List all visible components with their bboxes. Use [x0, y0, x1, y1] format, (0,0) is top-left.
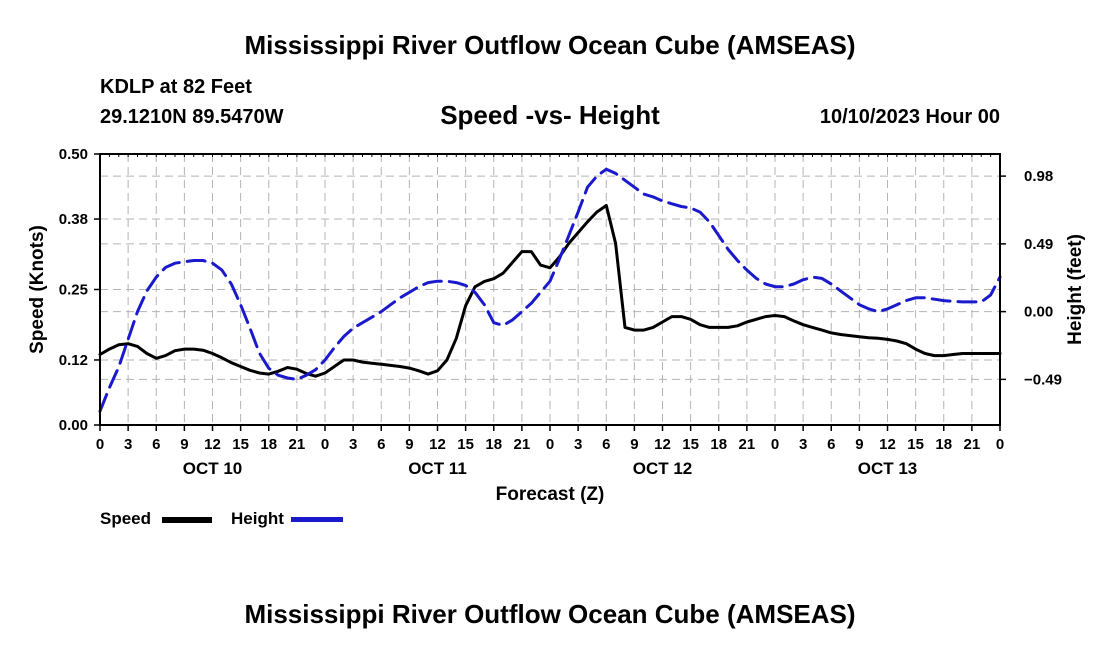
y2-tick-label: 0.00 [1024, 304, 1053, 321]
x-tick-label: 15 [907, 436, 924, 453]
x-tick-label: 0 [996, 436, 1004, 453]
speed-height-chart: 0 3 6 9 12 15 18 21 0 3 6 9 12 15 18 21 0 3 6 9 12 15 18 21 0 3 6 9… [27, 146, 1086, 505]
x-tick-label: 18 [485, 436, 502, 453]
x-tick-label: 12 [204, 436, 221, 453]
x-tick-label: 3 [124, 436, 132, 453]
y2-tick-label: −0.49 [1024, 371, 1062, 388]
legend-speed-label: Speed [100, 509, 152, 528]
x-tick-label: 12 [879, 436, 896, 453]
day-label: OCT 13 [858, 459, 918, 478]
y-tick-label: 0.25 [59, 282, 88, 299]
y2-tick-label: 0.98 [1024, 168, 1053, 185]
y2-axis-title: Height (feet) [1065, 234, 1086, 345]
height-series-line [98, 167, 1002, 413]
x-tick-label: 18 [935, 436, 952, 453]
x-tick-label: 0 [96, 436, 104, 453]
grid [100, 154, 1000, 425]
x-tick-label: 18 [710, 436, 727, 453]
x-tick-label: 15 [682, 436, 699, 453]
legend-speed-swatch [162, 517, 212, 523]
x-tick-label: 18 [260, 436, 277, 453]
x-tick-label: 21 [964, 436, 981, 453]
legend-height-swatch [291, 517, 343, 522]
x-tick-label: 0 [546, 436, 554, 453]
footer-title: Mississippi River Outflow Ocean Cube (AM… [244, 599, 856, 629]
x-tick-label: 15 [457, 436, 474, 453]
day-label: OCT 10 [183, 459, 243, 478]
forecast-datetime: 10/10/2023 Hour 00 [819, 106, 1000, 128]
x-axis-title: Forecast (Z) [496, 484, 605, 505]
coordinates-label: 29.1210N 89.5470W [100, 106, 284, 128]
x-tick-label: 9 [855, 436, 863, 453]
x-tick-label: 3 [574, 436, 582, 453]
x-tick-label: 0 [771, 436, 779, 453]
axes: 0 3 6 9 12 15 18 21 0 3 6 9 12 15 18 21 0 3 6 9 12 15 18 21 0 3 6 9… [27, 146, 1086, 505]
x-tick-label: 9 [630, 436, 638, 453]
x-tick-label: 6 [827, 436, 835, 453]
x-tick-label: 21 [514, 436, 531, 453]
chart-title: Mississippi River Outflow Ocean Cube (AM… [244, 30, 856, 60]
x-tick-label: 12 [429, 436, 446, 453]
y2-tick-label: 0.49 [1024, 236, 1053, 253]
legend-height-label: Height [231, 509, 284, 528]
y-tick-label: 0.50 [59, 146, 88, 163]
x-tick-label: 12 [654, 436, 671, 453]
x-tick-label: 6 [602, 436, 610, 453]
x-tick-label: 9 [405, 436, 413, 453]
x-tick-label: 3 [349, 436, 357, 453]
x-tick-label: 3 [799, 436, 807, 453]
series-layer [98, 167, 1002, 413]
chart-subtitle: Speed -vs- Height [440, 100, 660, 130]
x-tick-label: 6 [377, 436, 385, 453]
speed-series-line [98, 204, 1002, 378]
x-tick-label: 21 [739, 436, 756, 453]
y-tick-label: 0.38 [59, 211, 88, 228]
x-tick-label: 0 [321, 436, 329, 453]
station-label: KDLP at 82 Feet [100, 76, 252, 98]
y-tick-label: 0.00 [59, 417, 88, 434]
day-label: OCT 11 [408, 459, 467, 478]
day-label: OCT 12 [633, 459, 693, 478]
x-tick-label: 9 [180, 436, 188, 453]
y-tick-label: 0.12 [59, 352, 88, 369]
x-tick-label: 6 [152, 436, 160, 453]
x-tick-label: 15 [232, 436, 249, 453]
y-axis-title: Speed (Knots) [27, 225, 48, 354]
x-tick-label: 21 [289, 436, 306, 453]
